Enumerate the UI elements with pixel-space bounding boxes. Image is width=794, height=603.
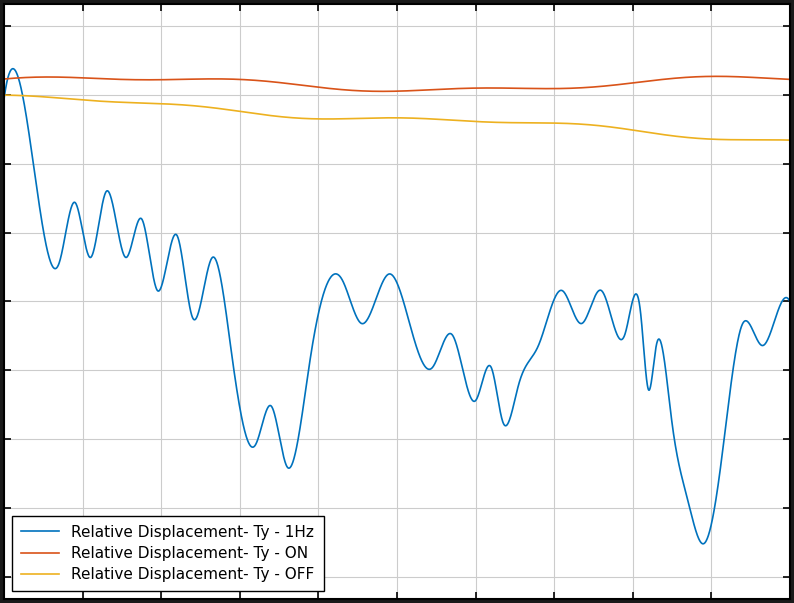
Relative Displacement- Ty - ON (89, 75, 98, 82)
Relative Displacement- Ty - 1Hz (335, 273, 345, 280)
Relative Displacement- Ty - ON (770, 75, 780, 82)
Relative Displacement- Ty - ON (0, 75, 9, 83)
Relative Displacement- Ty - 1Hz (770, 316, 780, 323)
Relative Displacement- Ty - 1Hz (785, 298, 794, 305)
Relative Displacement- Ty - 1Hz (8, 65, 17, 72)
Relative Displacement- Ty - 1Hz (301, 386, 310, 393)
Relative Displacement- Ty - OFF (335, 115, 345, 122)
Relative Displacement- Ty - ON (301, 82, 310, 89)
Relative Displacement- Ty - ON (378, 87, 387, 95)
Relative Displacement- Ty - OFF (769, 136, 779, 144)
Relative Displacement- Ty - 1Hz (699, 540, 708, 548)
Relative Displacement- Ty - ON (712, 73, 722, 80)
Relative Displacement- Ty - 1Hz (0, 94, 9, 101)
Relative Displacement- Ty - OFF (136, 99, 145, 107)
Line: Relative Displacement- Ty - OFF: Relative Displacement- Ty - OFF (4, 95, 790, 140)
Relative Displacement- Ty - ON (785, 76, 794, 83)
Line: Relative Displacement- Ty - ON: Relative Displacement- Ty - ON (4, 77, 790, 91)
Relative Displacement- Ty - ON (685, 74, 695, 81)
Relative Displacement- Ty - ON (136, 76, 145, 83)
Legend: Relative Displacement- Ty - 1Hz, Relative Displacement- Ty - ON, Relative Displa: Relative Displacement- Ty - 1Hz, Relativ… (12, 516, 324, 591)
Relative Displacement- Ty - OFF (685, 134, 695, 141)
Relative Displacement- Ty - OFF (785, 136, 794, 144)
Relative Displacement- Ty - 1Hz (89, 245, 98, 253)
Relative Displacement- Ty - OFF (0, 92, 9, 99)
Relative Displacement- Ty - 1Hz (136, 215, 145, 222)
Relative Displacement- Ty - ON (335, 86, 345, 93)
Relative Displacement- Ty - 1Hz (685, 505, 695, 513)
Line: Relative Displacement- Ty - 1Hz: Relative Displacement- Ty - 1Hz (4, 69, 790, 544)
Relative Displacement- Ty - OFF (89, 97, 98, 104)
Relative Displacement- Ty - OFF (301, 115, 310, 122)
